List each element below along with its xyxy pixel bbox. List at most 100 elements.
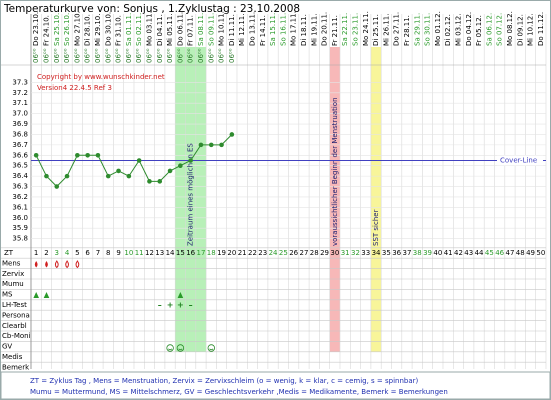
band-label: Zeitraum eines möglichen ES — [187, 143, 195, 246]
y-tick-label: 36.6 — [12, 151, 28, 159]
date-label: So 26.10. — [63, 13, 71, 46]
zt-day: 49 — [526, 249, 535, 257]
time-label: 06⁰⁰ — [166, 48, 174, 63]
zt-day: 21 — [238, 249, 247, 257]
ms-mark — [177, 292, 184, 298]
temperature-point — [208, 142, 214, 148]
zt-day: 38 — [413, 249, 422, 257]
row-label: LH-Test — [2, 301, 27, 309]
date-label: Fr 24.10. — [42, 15, 50, 46]
date-label: Mo 17.11. — [290, 11, 298, 46]
band — [370, 47, 382, 352]
chart-title: Temperaturkurve von: Sonjus , 1.Zyklusta… — [3, 3, 300, 15]
date-label: Do 13.11. — [248, 12, 256, 46]
row-label: Mens — [2, 259, 21, 267]
mens-drop — [34, 261, 38, 268]
zt-day: 15 — [176, 249, 185, 257]
date-label: So 23.11. — [351, 13, 359, 46]
ms-mark — [43, 292, 50, 298]
date-label: Do 27.11. — [393, 12, 401, 46]
zt-day: 10 — [124, 249, 133, 257]
copyright: Copyright by www.wunschkinder.net — [37, 73, 165, 81]
zt-day: 25 — [279, 249, 288, 257]
date-label: Sa 15.11. — [269, 13, 277, 46]
y-tick-label: 37.2 — [12, 89, 28, 97]
time-label: 06⁰⁰ — [53, 48, 61, 63]
gv-marks — [166, 344, 215, 352]
time-label: 06⁰⁰ — [63, 48, 71, 63]
y-tick-label: 36.1 — [12, 203, 28, 211]
zt-day: 28 — [310, 249, 319, 257]
date-label: Do 30.10. — [104, 12, 112, 46]
zt-day: 42 — [454, 249, 463, 257]
date-label: Di 04.11. — [156, 14, 164, 46]
zt-day: 14 — [166, 249, 175, 257]
zt-day: 50 — [536, 249, 545, 257]
time-label: 06⁰⁰ — [228, 48, 236, 63]
zt-day: 35 — [382, 249, 391, 257]
temperature-point — [116, 168, 121, 174]
band — [329, 47, 340, 352]
temperature-point — [33, 152, 39, 158]
band — [175, 47, 207, 352]
zt-day: 9 — [116, 249, 120, 257]
zt-day: 11 — [135, 249, 144, 257]
row-label: GV — [2, 343, 12, 351]
zt-day: 16 — [186, 249, 195, 257]
zt-day: 8 — [106, 249, 110, 257]
y-tick-label: 37.0 — [12, 110, 28, 118]
zt-day: 44 — [475, 249, 484, 257]
zt-day: 30 — [330, 249, 339, 257]
zt-day: 4 — [65, 249, 70, 257]
y-tick-label: 36.5 — [12, 162, 28, 170]
date-label: Di 18.11. — [300, 14, 308, 46]
time-label: 06⁰⁰ — [32, 48, 40, 63]
date-label: So 09.11. — [207, 13, 215, 46]
y-tick-label: 36.0 — [12, 214, 28, 222]
zt-day: 48 — [516, 249, 525, 257]
temperature-point — [229, 132, 235, 137]
date-label: Do 20.11. — [321, 12, 329, 46]
date-label: Fr 28.11. — [403, 15, 411, 46]
row-label: MS — [2, 291, 13, 299]
cover-label-bg — [497, 155, 543, 166]
zt-day: 12 — [145, 249, 154, 257]
date-label: Sa 22.11. — [341, 13, 349, 46]
mens-drop — [65, 260, 69, 269]
y-tick-label: 36.3 — [12, 183, 28, 191]
time-label: 06⁰⁰ — [176, 48, 184, 63]
y-tick-label: 36.9 — [12, 120, 28, 128]
y-tick-label: 36.8 — [12, 130, 28, 138]
date-label: Fr 05.12. — [475, 15, 483, 46]
time-label: 06⁰⁰ — [125, 48, 133, 63]
icons — [33, 260, 215, 352]
date-label: Mo 10.11. — [218, 11, 226, 46]
zt-day: 45 — [485, 249, 494, 257]
date-label: Mi 29.10. — [94, 14, 102, 46]
y-tick-label: 36.2 — [12, 193, 28, 201]
date-label: Mi 03.12. — [454, 14, 462, 46]
y-tick-label: 35.8 — [12, 235, 28, 243]
date-label: Mi 26.11. — [382, 14, 390, 46]
time-label: 06⁰⁰ — [104, 48, 112, 63]
temperature-point — [44, 173, 49, 179]
zt-day: 41 — [444, 249, 453, 257]
date-label: Di 28.10. — [84, 14, 92, 46]
zt-day: 46 — [495, 249, 504, 257]
row-label: Persona — [2, 311, 30, 319]
date-label: Mo 08.12. — [506, 11, 514, 46]
date-label: Mi 19.11. — [310, 14, 318, 46]
date-label: Mo 27.10. — [73, 11, 81, 46]
footer-box — [0, 371, 551, 400]
date-label: Di 25.11. — [372, 14, 380, 46]
date-label: Do 04.12. — [465, 12, 473, 46]
temperature-point — [75, 152, 80, 158]
row-label: Mumu — [2, 280, 24, 288]
mens-drop — [45, 261, 48, 268]
zt-day: 31 — [341, 249, 350, 257]
date-label: So 30.11. — [424, 13, 432, 46]
zt-day: 7 — [96, 249, 100, 257]
date-label: Do 06.11. — [176, 12, 184, 46]
time-label: 06⁰⁰ — [187, 48, 195, 63]
